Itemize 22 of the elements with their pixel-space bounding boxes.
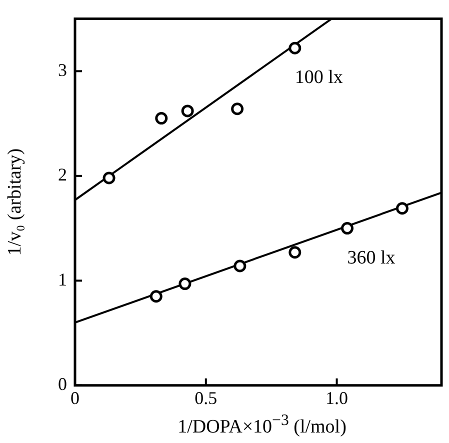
point xyxy=(234,260,246,272)
y-tick-label: 2 xyxy=(58,164,67,185)
point xyxy=(341,222,354,235)
annotation: 100 lx xyxy=(294,67,344,88)
y-tick-label: 3 xyxy=(58,60,67,80)
point xyxy=(150,290,162,303)
point xyxy=(102,172,116,184)
point xyxy=(288,246,302,259)
point xyxy=(178,278,192,290)
annotation: 360 lx xyxy=(347,247,396,268)
point xyxy=(155,112,168,125)
point xyxy=(396,202,408,215)
x-tick-label: 1.0 xyxy=(326,388,348,408)
point xyxy=(181,104,194,118)
y-tick-label: 1 xyxy=(58,269,67,290)
y-tick-label: 0 xyxy=(58,374,67,394)
point xyxy=(231,102,244,116)
y-axis-title: 1/v₀ (arbitary) xyxy=(4,148,26,256)
point xyxy=(288,42,302,54)
x-tick-label: 0 xyxy=(70,388,80,408)
x-tick-label: 0.5 xyxy=(194,388,218,408)
x-axis-title: 1/DOPA×10$^{−3}$ (l/mol) xyxy=(176,412,348,438)
